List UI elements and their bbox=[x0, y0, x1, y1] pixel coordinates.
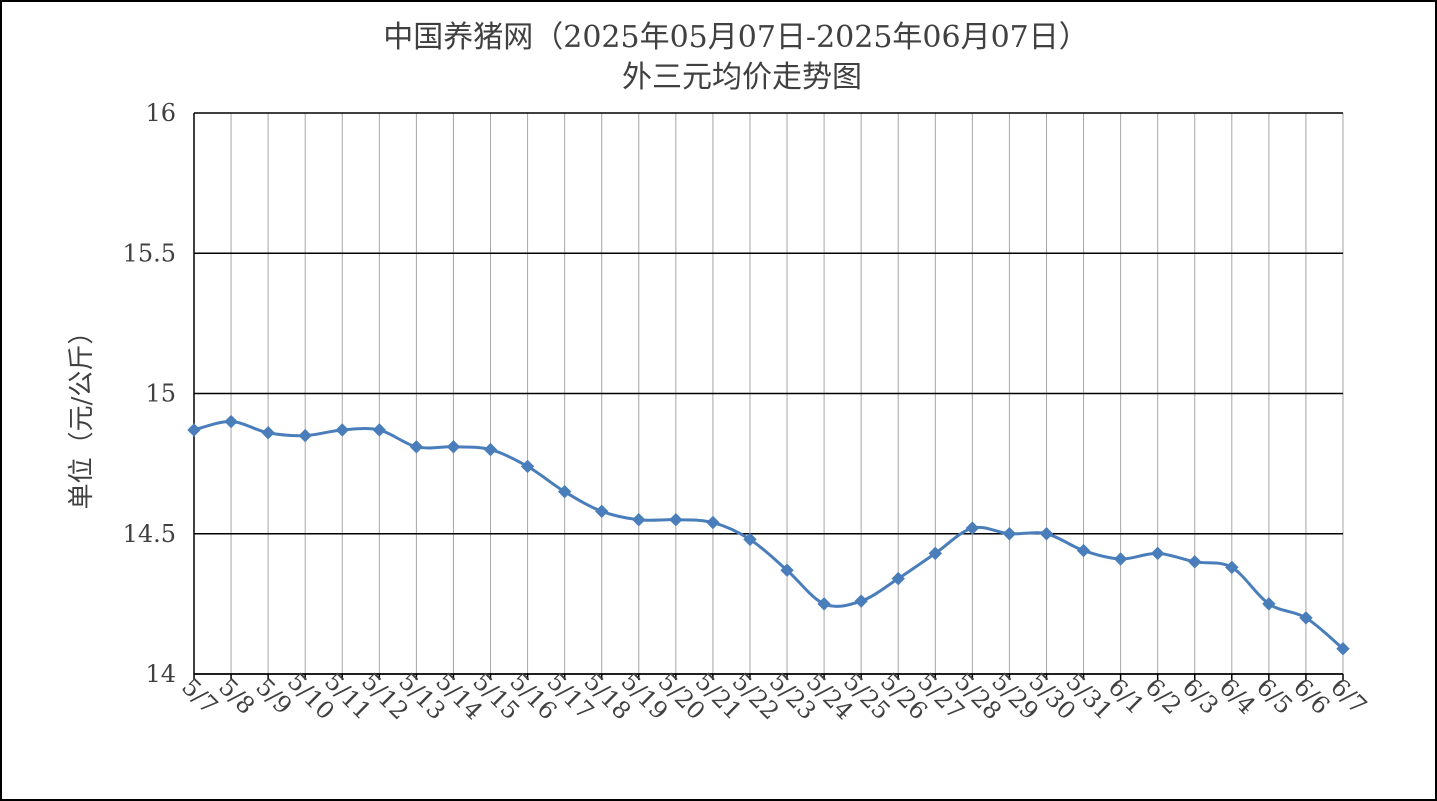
data-point-marker bbox=[1188, 555, 1202, 569]
data-point-marker bbox=[298, 428, 312, 443]
data-point-marker bbox=[1113, 552, 1128, 566]
y-tick-label: 16 bbox=[145, 99, 176, 127]
series-line bbox=[193, 420, 1344, 650]
data-point-marker bbox=[1262, 597, 1276, 611]
data-point-marker bbox=[1150, 546, 1165, 561]
data-point-marker bbox=[261, 426, 275, 440]
data-point-marker bbox=[817, 597, 831, 611]
data-point-marker bbox=[743, 532, 757, 547]
chart-subtitle: 外三元均价走势图 bbox=[622, 60, 862, 95]
y-tick-label: 15.5 bbox=[123, 239, 176, 267]
y-tick-label: 14.5 bbox=[123, 520, 176, 548]
data-point-marker bbox=[372, 423, 387, 437]
y-tick-label: 14 bbox=[145, 660, 176, 688]
data-point-marker bbox=[891, 571, 905, 586]
x-tick-label: 6/3 bbox=[1177, 673, 1224, 720]
y-tick-labels: 14 14.5 15 15.5 16 bbox=[123, 99, 176, 688]
data-point-marker bbox=[780, 563, 794, 577]
data-point-marker bbox=[1336, 642, 1350, 656]
data-point-marker bbox=[1039, 527, 1054, 541]
x-tick-label: 5/7 bbox=[176, 673, 223, 720]
x-tick-label: 5/8 bbox=[213, 673, 260, 720]
data-point-marker bbox=[965, 521, 980, 535]
data-point-marker bbox=[1002, 527, 1017, 541]
data-point-marker bbox=[669, 513, 683, 527]
x-tick-labels: 5/75/85/95/105/115/125/135/145/155/165/1… bbox=[176, 667, 1372, 725]
data-point-marker bbox=[335, 423, 349, 437]
data-point-marker bbox=[595, 504, 609, 519]
chart-title: 中国养猪网（2025年05月07日-2025年06月07日） bbox=[383, 20, 1089, 55]
y-tick-label: 15 bbox=[145, 380, 176, 408]
x-tick-label: 6/2 bbox=[1140, 673, 1187, 720]
data-point-marker bbox=[409, 440, 424, 454]
data-point-marker bbox=[187, 423, 201, 437]
data-point-marker bbox=[706, 515, 720, 530]
data-point-marker bbox=[224, 414, 238, 429]
x-tick-label: 6/6 bbox=[1288, 673, 1335, 720]
series-layer bbox=[187, 414, 1350, 656]
x-tick-label: 6/5 bbox=[1251, 673, 1298, 720]
data-point-marker bbox=[1076, 543, 1091, 558]
data-point-marker bbox=[1299, 611, 1313, 625]
horizontal-gridlines bbox=[194, 112, 1343, 675]
data-point-marker bbox=[520, 459, 535, 474]
data-point-marker bbox=[483, 442, 498, 457]
x-tick-label: 6/7 bbox=[1325, 673, 1372, 720]
data-point-marker bbox=[632, 513, 646, 527]
data-point-marker bbox=[557, 484, 572, 499]
data-point-marker bbox=[446, 440, 461, 454]
x-tick-label: 6/4 bbox=[1214, 673, 1261, 720]
data-point-marker bbox=[928, 546, 942, 561]
data-point-marker bbox=[1225, 560, 1239, 575]
data-point-marker bbox=[854, 594, 868, 608]
y-axis-label: 单位（元/公斤） bbox=[67, 319, 97, 510]
axes bbox=[193, 113, 1344, 680]
